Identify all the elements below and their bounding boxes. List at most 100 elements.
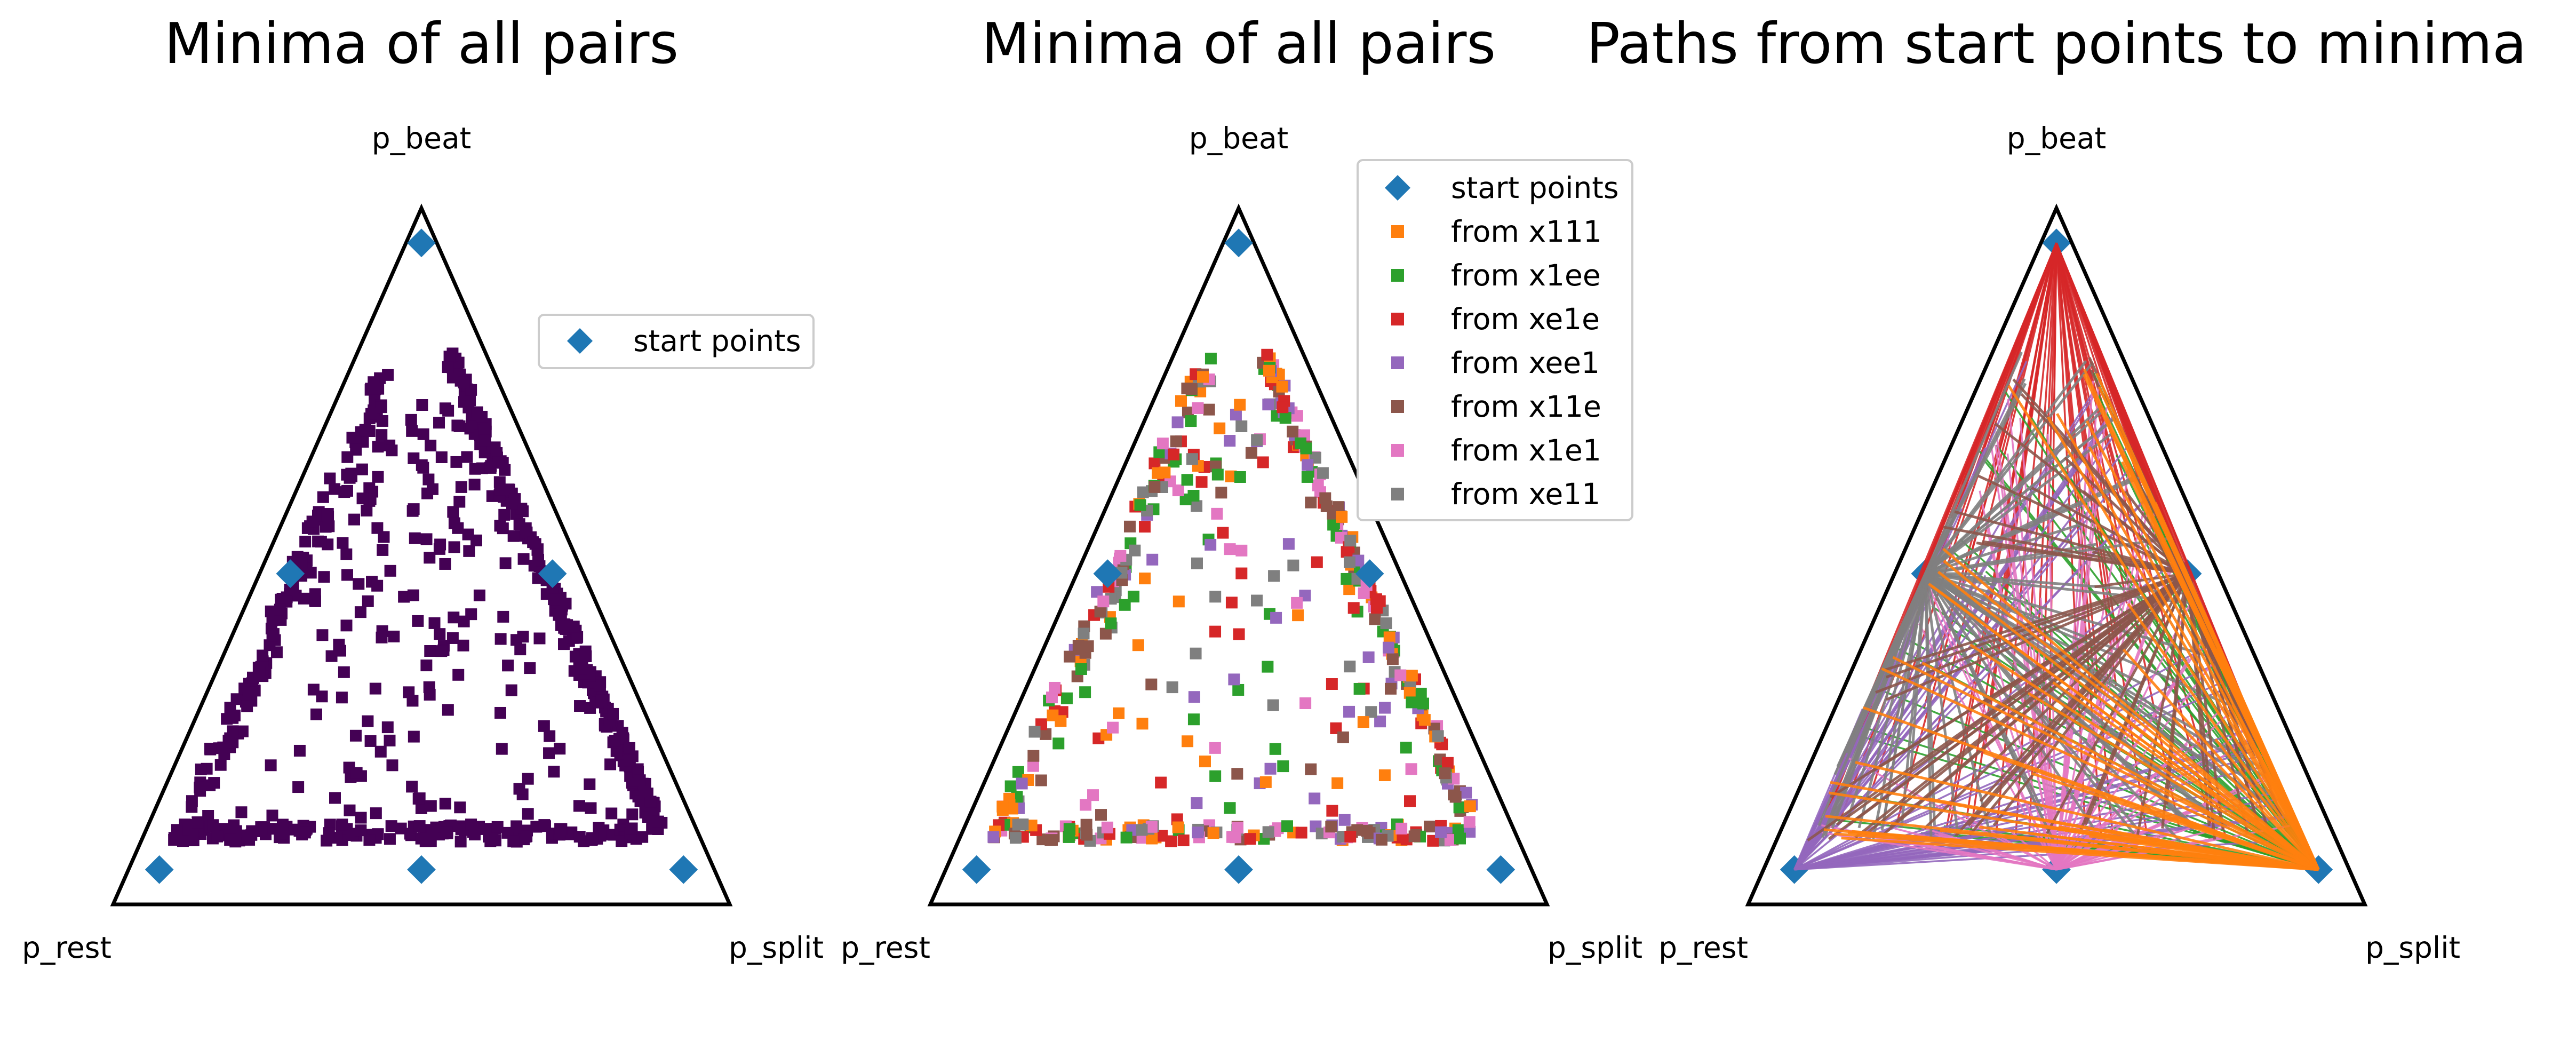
minima-point <box>1049 681 1061 694</box>
minima-point <box>1185 415 1197 427</box>
minima-point <box>1277 760 1289 773</box>
minima-point <box>309 588 321 600</box>
minima-point <box>448 517 460 529</box>
minima-point <box>1415 687 1427 700</box>
minima-point <box>497 610 509 623</box>
minima-point <box>522 808 534 820</box>
minima-point <box>307 684 320 696</box>
path-line <box>1793 575 1987 870</box>
minima-point <box>1263 364 1275 377</box>
minima-point <box>298 592 310 605</box>
minima-point <box>634 774 646 786</box>
minima-point <box>435 645 448 657</box>
minima-point <box>1230 408 1242 420</box>
minima-point <box>1281 820 1293 832</box>
legend-marker <box>1391 444 1404 457</box>
minima-point <box>1187 713 1200 726</box>
minima-point <box>349 729 362 742</box>
path-line <box>2047 416 2320 871</box>
minima-point <box>1182 735 1194 748</box>
minima-point <box>1134 499 1146 511</box>
minima-point <box>1225 597 1238 609</box>
minima-point <box>398 591 410 603</box>
minima-point <box>227 736 239 749</box>
minima-point <box>498 508 511 521</box>
panel-2-top-label: p_beat <box>1189 121 1288 155</box>
minima-point <box>1378 702 1391 714</box>
minima-point <box>177 835 189 847</box>
minima-point <box>517 553 530 565</box>
minima-point <box>428 617 441 629</box>
minima-point <box>1404 795 1416 807</box>
minima-point <box>424 688 436 701</box>
minima-point <box>469 463 481 475</box>
minima-point <box>435 451 448 463</box>
minima-point <box>1343 705 1355 718</box>
minima-point <box>204 743 217 756</box>
minima-point <box>573 831 586 843</box>
minima-point <box>548 766 560 778</box>
panel-2-legend: start points from x111 from x1ee from xe1e f… <box>1357 159 1633 521</box>
minima-point <box>1261 348 1273 361</box>
minima-point <box>1444 834 1456 846</box>
minima-point <box>1129 544 1141 557</box>
panel-1-left-label: p_rest <box>22 931 111 965</box>
minima-point <box>1344 556 1356 568</box>
minima-point <box>1028 726 1041 738</box>
minima-point <box>1394 669 1407 681</box>
minima-point <box>610 745 623 757</box>
minima-point <box>1113 707 1125 719</box>
minima-point <box>1374 716 1386 728</box>
minima-point <box>422 473 435 486</box>
minima-point <box>1191 797 1203 809</box>
path-line <box>2008 242 2057 498</box>
path-line <box>2019 417 2057 870</box>
minima-point <box>1405 763 1417 775</box>
minima-point <box>433 417 445 429</box>
minima-point <box>453 496 466 508</box>
minima-point <box>425 440 437 452</box>
minima-point <box>338 666 350 678</box>
minima-point <box>424 552 436 564</box>
minima-point <box>1209 770 1222 782</box>
minima-point <box>644 796 657 808</box>
panel-3-left-label: p_rest <box>1658 931 1748 965</box>
minima-point <box>452 669 465 681</box>
minima-point <box>270 646 283 658</box>
minima-point <box>1365 706 1377 718</box>
minima-point <box>372 471 384 483</box>
minima-point <box>511 820 523 832</box>
minima-point <box>579 645 592 657</box>
minima-point <box>1312 479 1324 491</box>
minima-point <box>454 801 466 814</box>
minima-point <box>341 468 353 481</box>
path-line <box>2027 692 2319 871</box>
minima-point <box>1168 448 1180 460</box>
minima-point <box>1224 802 1236 814</box>
minima-point <box>1228 673 1240 686</box>
minima-point <box>441 826 453 839</box>
minima-point <box>425 800 437 812</box>
start-point <box>669 855 698 884</box>
minima-point <box>1095 809 1107 821</box>
legend-marker <box>1391 488 1404 500</box>
path-line <box>1954 510 2188 575</box>
minima-point <box>1453 801 1465 814</box>
minima-point <box>1295 826 1307 839</box>
minima-point <box>471 406 483 418</box>
minima-point <box>1395 822 1408 835</box>
minima-point <box>376 429 388 441</box>
minima-point <box>639 785 651 797</box>
minima-point <box>1335 531 1347 544</box>
minima-point <box>521 830 533 843</box>
minima-point <box>1305 496 1317 508</box>
minima-point <box>344 804 356 816</box>
minima-point <box>1064 650 1076 663</box>
minima-point <box>553 609 565 621</box>
minima-point <box>470 534 483 546</box>
start-point <box>145 855 174 884</box>
panel-3-paths <box>1793 242 2320 871</box>
minima-point <box>1157 438 1169 450</box>
minima-point <box>442 704 454 716</box>
minima-point <box>377 544 389 556</box>
